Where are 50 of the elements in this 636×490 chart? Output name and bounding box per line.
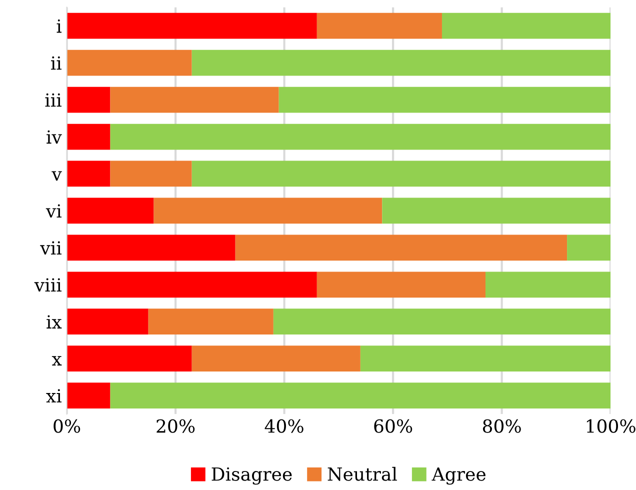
bar (66, 160, 110, 187)
y-tick-label: x (52, 356, 62, 366)
bar (567, 234, 611, 261)
bar (66, 86, 110, 113)
y-tick-label: iii (45, 93, 62, 107)
y-tick-label: xi (46, 389, 62, 402)
bar (382, 198, 611, 224)
bar (66, 382, 110, 409)
x-tick-label: 20% (156, 419, 195, 433)
bar (316, 12, 442, 39)
bar (148, 308, 274, 335)
bar (192, 50, 611, 76)
legend-label: Disagree (212, 467, 292, 485)
y-tick-label: vi (46, 204, 62, 218)
x-tick-label: 100% (586, 419, 636, 433)
bar (66, 346, 192, 372)
bar (316, 272, 486, 298)
bar (192, 346, 360, 372)
bar (192, 160, 611, 187)
y-tick-label: iv (46, 130, 62, 144)
bar (235, 234, 568, 261)
y-tick-label: ix (46, 315, 62, 328)
bar (273, 308, 611, 335)
bar (360, 346, 611, 372)
legend-label: Neutral (328, 466, 397, 481)
bar (110, 124, 611, 150)
bar (66, 50, 192, 76)
bar (110, 86, 279, 113)
bar (485, 272, 611, 298)
bar (110, 382, 611, 409)
y-tick-label: viii (34, 278, 62, 292)
y-tick-label: ii (51, 56, 62, 70)
x-tick-label: 60% (374, 419, 412, 433)
bar (66, 234, 236, 261)
x-tick-label: 0% (54, 419, 80, 433)
bar (66, 308, 148, 335)
bar (154, 198, 382, 224)
y-tick-label: i (56, 19, 62, 33)
bar (66, 12, 317, 39)
x-tick-label: 40% (264, 419, 304, 433)
bar (442, 12, 611, 39)
x-tick-label: 80% (482, 419, 521, 433)
bar (110, 160, 192, 187)
legend-label: Agree (432, 467, 486, 485)
y-tick-label: vii (40, 241, 62, 255)
y-tick-label: v (52, 171, 62, 181)
bar (278, 86, 611, 113)
bar (66, 124, 110, 150)
bar (66, 198, 154, 224)
bar (66, 272, 317, 298)
